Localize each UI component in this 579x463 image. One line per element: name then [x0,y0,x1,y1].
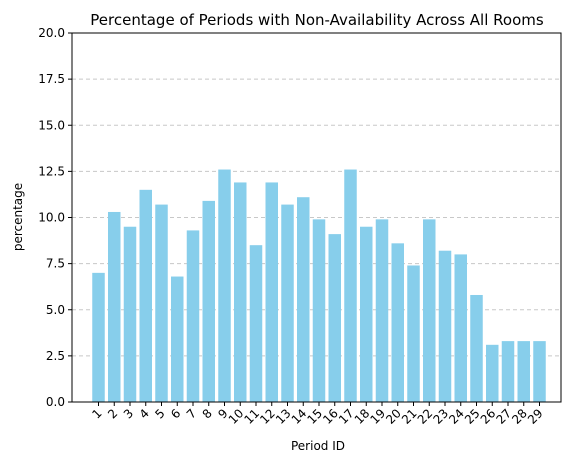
y-tick-label: 5.0 [46,303,65,317]
chart-title: Percentage of Periods with Non-Availabil… [90,11,544,29]
y-axis: 0.0 2.5 5.0 7.5 10.0 12.5 15.0 17.5 20.0 [38,26,72,409]
x-tick-label: 29 [525,406,546,427]
x-tick-label: 1 [89,406,104,421]
x-tick-label: 8 [200,406,215,421]
bar [517,341,530,402]
x-tick-label: 5 [152,406,167,421]
x-tick-label: 7 [184,406,199,421]
bar [391,243,404,402]
bar [407,265,420,402]
y-tick-label: 20.0 [38,26,65,40]
bar [202,200,215,402]
bar [375,219,389,402]
y-tick-label: 17.5 [38,72,65,86]
bar [297,197,310,402]
bar [234,182,247,402]
bar [438,250,452,402]
bars [92,169,546,402]
y-tick-label: 2.5 [46,349,65,363]
y-tick-label: 12.5 [38,164,65,178]
bar [249,245,263,402]
bar [171,276,184,402]
bar [139,189,152,402]
bar [328,234,341,402]
x-axis: 1 2 3 4 5 6 7 8 91011121314151617181920212223242… [89,402,546,427]
bar [486,344,499,402]
x-tick-label: 6 [168,406,183,421]
bar [92,272,105,402]
y-tick-label: 0.0 [46,395,65,409]
bar [470,294,483,402]
x-tick-label: 2 [105,406,120,421]
bar [218,169,231,402]
y-tick-label: 10.0 [38,211,65,225]
x-tick-label: 3 [121,406,136,421]
x-axis-label: Period ID [291,439,345,453]
bar [344,169,357,402]
bar [312,219,326,402]
bar [360,226,373,402]
x-tick-label: 4 [137,406,152,421]
y-axis-label: percentage [11,183,25,251]
bar [155,204,168,402]
y-tick-label: 15.0 [38,118,65,132]
bar [186,230,200,402]
bar [454,254,467,402]
y-tick-label: 7.5 [46,257,65,271]
bar [123,226,137,402]
bar [533,341,546,402]
bar [108,211,121,402]
bar [281,204,294,402]
bar [265,182,278,402]
bar [423,219,436,402]
bar [501,341,515,402]
